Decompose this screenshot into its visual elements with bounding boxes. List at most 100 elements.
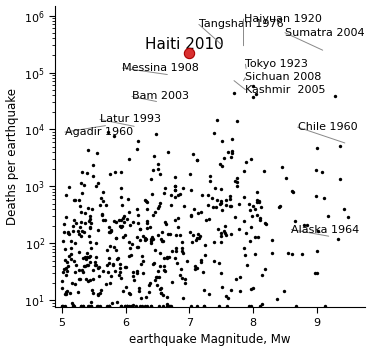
Point (79, 169, 85, 175)
Point (244, 262, 250, 268)
Point (122, 303, 128, 309)
Point (243, 159, 249, 165)
Point (173, 249, 179, 254)
Point (152, 277, 158, 283)
Point (206, 291, 212, 296)
Point (216, 303, 222, 309)
Point (83, 276, 89, 282)
Point (61, 229, 67, 235)
Point (194, 235, 200, 241)
Point (180, 186, 186, 191)
Point (142, 235, 148, 241)
Point (134, 146, 140, 151)
Point (165, 231, 171, 237)
Point (202, 217, 208, 223)
Point (118, 185, 124, 191)
Point (128, 253, 134, 258)
Point (102, 202, 108, 208)
Point (76, 197, 82, 202)
Point (158, 263, 164, 268)
Point (143, 294, 149, 300)
Point (304, 222, 310, 228)
Point (176, 224, 181, 230)
Point (233, 276, 239, 282)
Point (277, 203, 283, 208)
Point (111, 133, 117, 139)
Point (147, 225, 153, 230)
Point (225, 149, 231, 155)
Point (93, 240, 99, 246)
Point (164, 303, 170, 309)
Point (229, 148, 235, 154)
Point (77, 277, 83, 282)
Point (96, 274, 102, 279)
Point (130, 274, 136, 279)
Point (234, 175, 240, 180)
Point (123, 284, 129, 290)
Point (341, 207, 347, 212)
Point (166, 254, 172, 259)
Point (113, 219, 119, 225)
Point (219, 207, 225, 213)
Point (142, 237, 148, 243)
Point (248, 225, 254, 230)
Point (129, 241, 135, 247)
Point (95, 303, 101, 309)
Point (124, 303, 130, 309)
Point (293, 303, 299, 309)
Point (172, 183, 178, 189)
Point (198, 257, 204, 263)
Point (319, 169, 325, 175)
Point (144, 303, 150, 309)
Text: Chile 1960: Chile 1960 (298, 122, 357, 132)
Point (168, 232, 174, 237)
Point (248, 156, 254, 162)
Point (106, 303, 112, 309)
Point (86, 218, 92, 224)
Point (67, 290, 73, 296)
Point (118, 225, 124, 230)
Point (68, 256, 74, 262)
Point (72, 240, 78, 246)
Point (211, 258, 217, 264)
Point (179, 248, 185, 254)
Point (241, 168, 247, 174)
Point (104, 303, 110, 309)
Point (106, 230, 112, 235)
Point (188, 212, 194, 218)
Point (218, 270, 224, 276)
Point (207, 178, 213, 184)
Point (72, 281, 78, 287)
Point (299, 251, 305, 257)
Point (241, 219, 247, 224)
Point (131, 278, 137, 283)
Point (87, 216, 93, 221)
Point (70, 303, 76, 308)
Point (88, 206, 94, 212)
Point (60, 238, 66, 244)
Point (92, 262, 98, 268)
Point (79, 228, 85, 234)
Point (76, 203, 82, 209)
Point (154, 282, 160, 288)
Point (256, 199, 262, 205)
Point (87, 224, 93, 230)
Point (188, 303, 194, 309)
Point (134, 270, 140, 276)
Point (255, 234, 261, 240)
Point (127, 291, 133, 297)
Point (234, 179, 240, 185)
Point (201, 287, 207, 293)
Point (157, 200, 163, 206)
Point (144, 225, 150, 231)
Text: Alaska 1964: Alaska 1964 (291, 225, 360, 234)
Point (205, 202, 211, 207)
Point (196, 235, 202, 241)
Point (108, 274, 114, 279)
Point (254, 197, 260, 203)
Point (136, 237, 142, 243)
Point (123, 233, 129, 238)
Point (194, 303, 200, 309)
Point (63, 289, 69, 294)
Point (182, 276, 188, 282)
